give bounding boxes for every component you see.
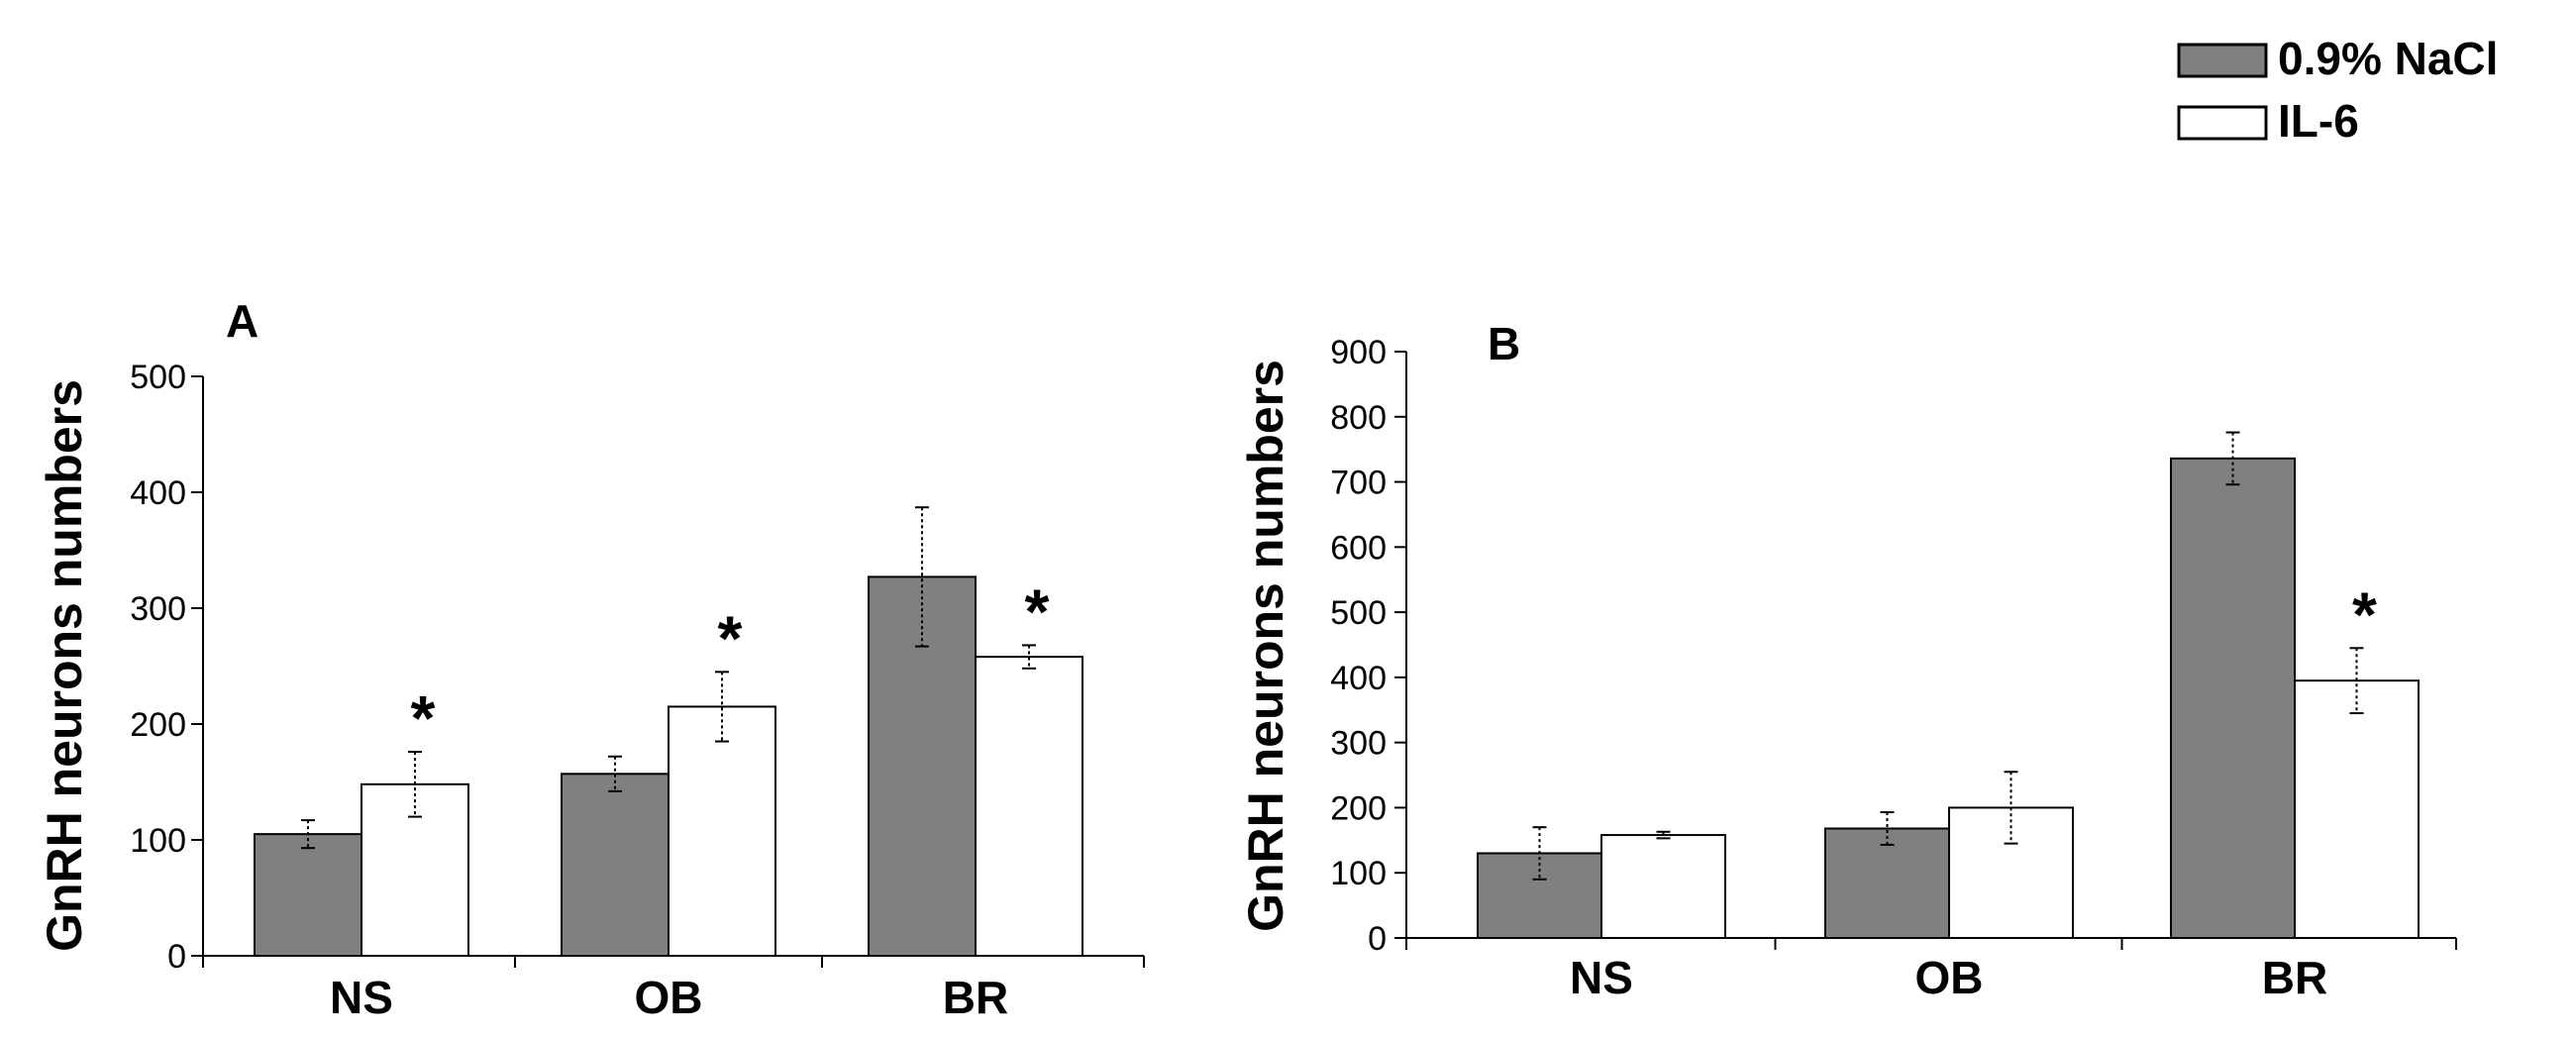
legend: 0.9% NaCl IL-6 <box>2177 33 2498 147</box>
panel-a-xtick-label-br: BR <box>943 972 1008 1023</box>
panel-a-bar-il6-br <box>975 656 1083 957</box>
panel-a-ytick-label: 400 <box>130 474 186 512</box>
panel-b-bar-nacl-br <box>2170 457 2296 939</box>
panel-b-bar-il6-ns <box>1600 834 1726 939</box>
panel-b-xtick-label-ns: NS <box>1570 952 1633 1003</box>
panel-b-ytick-label: 600 <box>1330 529 1387 567</box>
panel-a-significance-star-br: * <box>1025 575 1050 647</box>
panel-b-ytick-label: 700 <box>1330 465 1387 502</box>
legend-swatch-il6 <box>2177 105 2268 141</box>
panel-a-ytick-label: 100 <box>130 822 186 860</box>
panel-a-ytick-label: 500 <box>130 359 186 396</box>
panel-b: B GnRH neurons numbers 0 100 200 300 400 500 600… <box>1238 318 2457 1003</box>
panel-b-ylabel: GnRH neurons numbers <box>1238 360 1293 932</box>
panel-b-ytick-label: 300 <box>1330 725 1387 763</box>
panel-a-bar-il6-ns <box>361 782 469 958</box>
panel-a-xtick-label-ob: OB <box>635 972 703 1023</box>
panel-a-xtick-label-ns: NS <box>330 972 393 1023</box>
panel-a-ylabel: GnRH neurons numbers <box>37 379 92 952</box>
panel-a-label: A <box>226 295 258 347</box>
panel-b-bar-il6-ob <box>1948 806 2074 940</box>
panel-b-significance-star-br: * <box>2352 578 2377 650</box>
panel-b-ytick-label: 200 <box>1330 789 1387 827</box>
legend-label-nacl: 0.9% NaCl <box>2278 33 2498 84</box>
panel-b-ytick-label: 400 <box>1330 660 1387 697</box>
panel-b-ytick-label: 100 <box>1330 855 1387 892</box>
panel-a-bar-nacl-ob <box>561 773 670 957</box>
panel-a-significance-star-ob: * <box>718 602 743 674</box>
panel-b-ytick-label: 500 <box>1330 594 1387 632</box>
panel-a-bar-nacl-ns <box>254 833 362 958</box>
panel-a: A GnRH neurons numbers 0 100 200 300 400 500 NS O… <box>37 295 1145 1023</box>
panel-b-bar-nacl-ns <box>1477 852 1602 939</box>
panel-b-bar-il6-br <box>2294 679 2420 940</box>
panel-a-ytick-label: 200 <box>130 706 186 744</box>
panel-b-bar-nacl-ob <box>1824 827 1950 940</box>
panel-b-xtick-label-br: BR <box>2262 952 2327 1003</box>
panel-b-label: B <box>1488 318 1520 369</box>
panel-b-ytick-label: 0 <box>1368 920 1387 958</box>
panel-a-ytick-label: 300 <box>130 590 186 628</box>
panel-b-ytick-label: 800 <box>1330 399 1387 437</box>
panel-a-bar-il6-ob <box>668 705 776 958</box>
legend-label-il6: IL-6 <box>2278 95 2359 147</box>
panel-b-xtick-label-ob: OB <box>1915 952 1984 1003</box>
panel-a-significance-star-ns: * <box>411 682 436 754</box>
legend-swatch-nacl <box>2177 43 2268 78</box>
panel-b-ytick-label: 900 <box>1330 334 1387 371</box>
panel-a-ytick-label: 0 <box>167 938 186 976</box>
